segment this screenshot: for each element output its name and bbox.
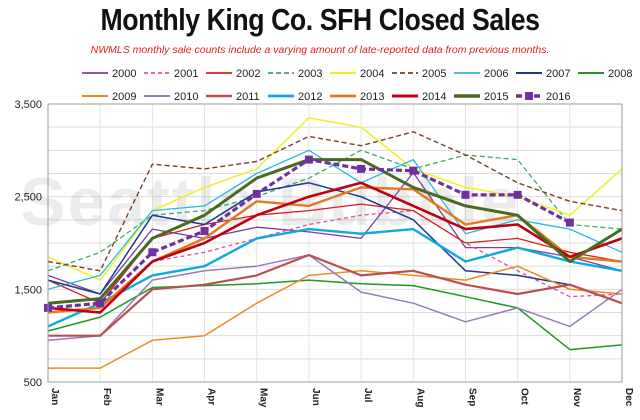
series-line-2008 (47, 279, 623, 351)
x-axis: Jan Feb Mar Apr May Jun Jul Aug Sep Oct Nov Dec (49, 388, 634, 408)
legend-label-2007: 2007 (546, 68, 570, 80)
series-marker-2016 (565, 218, 574, 227)
legend-label-2000: 2000 (112, 68, 136, 80)
series-marker-2016 (357, 164, 366, 173)
legend-label-2005: 2005 (422, 68, 446, 80)
series-marker-2016 (513, 190, 522, 199)
x-tick-label: Oct (519, 388, 530, 405)
x-tick-label: Mar (153, 388, 164, 406)
series-marker-2016 (304, 155, 313, 164)
series-line-2012 (47, 227, 623, 328)
series-marker-2016 (252, 189, 261, 198)
legend-label-2011: 2011 (236, 91, 260, 103)
legend-marker-2016 (525, 92, 533, 100)
legend-label-2009: 2009 (112, 91, 136, 103)
series-line-2010 (47, 254, 623, 342)
x-tick-label: Jan (49, 388, 60, 405)
legend-label-2004: 2004 (360, 68, 384, 80)
series-marker-2016 (200, 226, 209, 235)
legend-label-2006: 2006 (484, 68, 508, 80)
y-tick-label: 500 (24, 377, 42, 389)
plot-frame (47, 103, 623, 383)
legend-label-2015: 2015 (484, 91, 508, 103)
series-lines (44, 117, 623, 369)
series-marker-2016 (461, 190, 470, 199)
y-axis: 3,500 2,500 1,500 500 (14, 99, 42, 389)
y-tick-label: 3,500 (14, 99, 42, 111)
series-marker-2016 (148, 248, 157, 257)
x-tick-label: Apr (206, 388, 217, 405)
x-tick-label: May (258, 388, 269, 408)
legend-label-2008: 2008 (608, 68, 632, 80)
series-line-2011 (48, 253, 623, 337)
x-tick-label: Feb (101, 388, 112, 406)
legend-label-2010: 2010 (174, 91, 198, 103)
x-tick-label: Dec (623, 388, 634, 407)
legend-label-2013: 2013 (360, 91, 384, 103)
x-tick-label: Jun (310, 388, 321, 406)
y-tick-label: 1,500 (14, 284, 42, 296)
chart-subtitle: NWMLS monthly sale counts include a vary… (90, 44, 550, 56)
series-line-2015 (47, 158, 623, 305)
legend: 2000 2001 2002 2003 2004 2005 2006 2007 2008 2009… (82, 68, 632, 103)
legend-label-2003: 2003 (298, 68, 322, 80)
series-marker-2016 (409, 166, 418, 175)
legend-label-2016: 2016 (546, 91, 570, 103)
x-tick-label: Nov (571, 388, 582, 407)
legend-label-2012: 2012 (298, 91, 322, 103)
series-line-2005 (47, 131, 623, 272)
y-tick-label: 2,500 (14, 192, 42, 204)
series-line-2014 (47, 181, 623, 314)
chart-title: Monthly King Co. SFH Closed Sales (100, 2, 540, 37)
series-marker-2016 (96, 299, 105, 308)
x-tick-label: Sep (466, 388, 477, 406)
legend-label-2014: 2014 (422, 91, 446, 103)
legend-label-2001: 2001 (174, 68, 198, 80)
legend-label-2002: 2002 (236, 68, 260, 80)
x-tick-label: Jul (362, 388, 373, 403)
x-tick-label: Aug (414, 388, 425, 407)
